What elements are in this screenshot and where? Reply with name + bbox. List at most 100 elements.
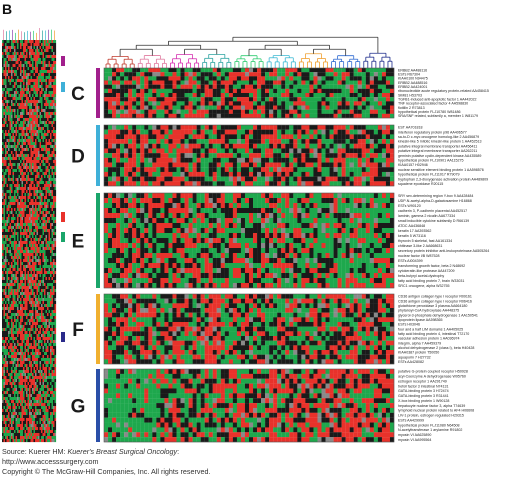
overview-cell [40, 373, 42, 376]
overview-cell [55, 352, 57, 355]
overview-cell [32, 295, 34, 298]
overview-cell [14, 274, 16, 277]
overview-cell [22, 46, 24, 49]
overview-cell [20, 82, 22, 85]
overview-cell [29, 103, 31, 106]
overview-cell [38, 172, 40, 175]
overview-cell [44, 247, 46, 250]
overview-cell [34, 421, 36, 424]
overview-cell [50, 136, 52, 139]
overview-cell [5, 325, 7, 328]
overview-cell [43, 79, 45, 82]
overview-cell [47, 241, 49, 244]
overview-cell [23, 268, 25, 271]
overview-cell [41, 280, 43, 283]
overview-cell [16, 412, 18, 415]
overview-cell [26, 70, 28, 73]
overview-cell [41, 43, 43, 46]
overview-cell [46, 55, 48, 58]
overview-cell [26, 136, 28, 139]
overview-cell [49, 67, 51, 70]
overview-cell [22, 358, 24, 361]
overview-cell [4, 76, 6, 79]
overview-cell [49, 139, 51, 142]
overview-cell [46, 49, 48, 52]
overview-cell [23, 133, 25, 136]
overview-cell [41, 217, 43, 220]
overview-cell [31, 133, 33, 136]
overview-cell [43, 163, 45, 166]
overview-cell [13, 343, 15, 346]
overview-cell [20, 307, 22, 310]
overview-cell [49, 184, 51, 187]
overview-cell [17, 352, 19, 355]
overview-cell [26, 130, 28, 133]
overview-cell [47, 418, 49, 421]
overview-cell [46, 121, 48, 124]
overview-cell [46, 241, 48, 244]
overview-cell [49, 58, 51, 61]
overview-cell [47, 295, 49, 298]
overview-cell [47, 172, 49, 175]
overview-cell [11, 82, 13, 85]
overview-cell [43, 97, 45, 100]
overview-cell [29, 307, 31, 310]
overview-cell [50, 190, 52, 193]
overview-cell [10, 88, 12, 91]
overview-cell [41, 136, 43, 139]
overview-cell [46, 253, 48, 256]
overview-cell [38, 238, 40, 241]
overview-cell [11, 304, 13, 307]
overview-cell [4, 199, 6, 202]
overview-cell [29, 385, 31, 388]
overview-cell [37, 397, 39, 400]
overview-cell [7, 193, 9, 196]
overview-cell [44, 307, 46, 310]
overview-cell [11, 328, 13, 331]
overview-cell [22, 145, 24, 148]
overview-cell [13, 307, 15, 310]
overview-cell [4, 121, 6, 124]
overview-cell [17, 46, 19, 49]
overview-cell [10, 310, 12, 313]
overview-cell [35, 178, 37, 181]
overview-cell [13, 250, 15, 253]
overview-cell [11, 178, 13, 181]
overview-cell [41, 79, 43, 82]
overview-cell [10, 259, 12, 262]
overview-cell [11, 121, 13, 124]
overview-cell [25, 211, 27, 214]
overview-cell [5, 139, 7, 142]
overview-cell [43, 304, 45, 307]
overview-cell [50, 91, 52, 94]
overview-cell [26, 301, 28, 304]
overview-cell [37, 424, 39, 427]
overview-cell [44, 310, 46, 313]
overview-cell [23, 136, 25, 139]
overview-cell [5, 190, 7, 193]
overview-cell [7, 100, 9, 103]
overview-cell [8, 88, 10, 91]
overview-cell [20, 346, 22, 349]
overview-cell [32, 427, 34, 430]
overview-cell [20, 382, 22, 385]
overview-cell [23, 40, 25, 43]
overview-cell [4, 406, 6, 409]
overview-cell [16, 379, 18, 382]
overview-cell [43, 169, 45, 172]
overview-cell [13, 280, 15, 283]
overview-cell [8, 337, 10, 340]
overview-cell [38, 64, 40, 67]
overview-cell [5, 73, 7, 76]
overview-cell [40, 328, 42, 331]
overview-cell [19, 262, 21, 265]
overview-cell [29, 220, 31, 223]
overview-cell [17, 58, 19, 61]
overview-cell [28, 298, 30, 301]
overview-cell [43, 100, 45, 103]
overview-cell [5, 145, 7, 148]
overview-cell [38, 307, 40, 310]
overview-cell [46, 286, 48, 289]
overview-cell [31, 61, 33, 64]
overview-cell [49, 388, 51, 391]
